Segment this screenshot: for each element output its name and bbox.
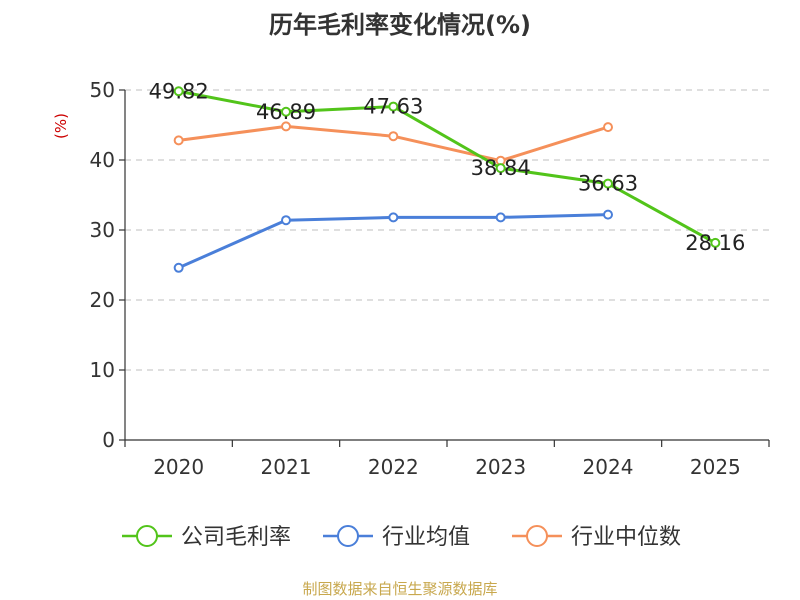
- legend-item-2: 行业中位数: [512, 525, 681, 550]
- data-point: [495, 212, 506, 223]
- data-point: [388, 101, 399, 112]
- series-line-1: [178, 213, 609, 270]
- y-tick-label: 30: [90, 218, 115, 242]
- data-label: 36.63: [578, 172, 638, 196]
- data-point: [603, 122, 613, 133]
- data-point: [173, 86, 184, 97]
- data-point: [388, 131, 399, 142]
- chart-title: 历年毛利率变化情况(%): [269, 11, 531, 39]
- data-point: [710, 237, 721, 248]
- data-point: [173, 262, 184, 273]
- data-point: [281, 121, 291, 132]
- data-point: [495, 163, 506, 174]
- y-tick-label: 0: [102, 428, 115, 452]
- data-point: [281, 215, 291, 226]
- legend-marker: [136, 525, 158, 547]
- data-point: [388, 212, 399, 223]
- legend-marker: [526, 525, 548, 547]
- x-tick-label: 2024: [583, 455, 634, 479]
- y-axis-label: (%): [52, 113, 70, 139]
- legend-label: 行业中位数: [571, 525, 681, 550]
- data-label: 49.82: [149, 79, 209, 103]
- data-point: [173, 135, 184, 146]
- x-tick-label: 2023: [475, 455, 526, 479]
- legend-label: 公司毛利率: [181, 525, 291, 550]
- data-label: 46.89: [256, 100, 316, 124]
- source-note: 制图数据来自恒生聚源数据库: [302, 580, 497, 598]
- data-label: 47.63: [363, 95, 423, 119]
- y-tick-label: 20: [90, 288, 115, 312]
- legend-label: 行业均值: [382, 525, 470, 550]
- data-label: 38.84: [471, 156, 531, 180]
- data-point: [603, 209, 613, 220]
- data-label: 28.16: [685, 231, 745, 255]
- x-tick-label: 2020: [153, 455, 204, 479]
- y-tick-label: 50: [90, 78, 115, 102]
- y-tick-label: 10: [90, 358, 115, 382]
- legend-marker: [337, 525, 359, 547]
- y-tick-label: 40: [90, 148, 115, 172]
- x-tick-label: 2022: [368, 455, 419, 479]
- legend-item-1: 行业均值: [323, 525, 470, 550]
- series-line-0: [178, 89, 717, 245]
- data-point: [603, 178, 613, 189]
- x-tick-label: 2025: [690, 455, 741, 479]
- legend-item-0: 公司毛利率: [122, 525, 291, 550]
- data-point: [281, 106, 291, 117]
- legend: 公司毛利率 行业均值 行业中位数: [122, 525, 681, 550]
- x-tick-label: 2021: [261, 455, 312, 479]
